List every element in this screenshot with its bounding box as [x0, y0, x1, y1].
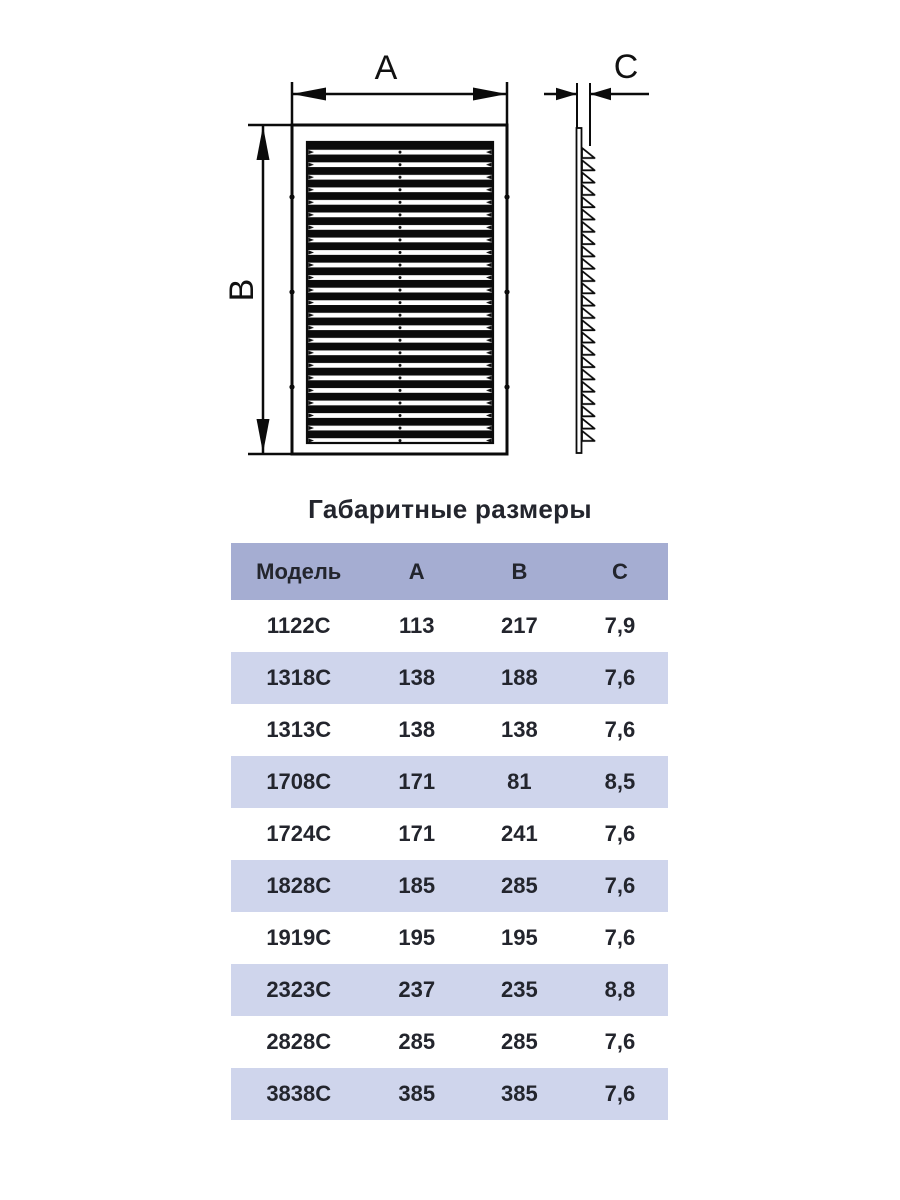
cell-b: 217: [501, 613, 538, 638]
cell-b: 385: [501, 1081, 538, 1106]
table-row: 1828C 185 285 7,6: [231, 860, 668, 912]
cell-a: 138: [398, 717, 436, 742]
cell-model: 1122C: [266, 613, 331, 638]
dimension-b-label: B: [223, 279, 261, 302]
cell-model: 1724C: [266, 821, 332, 846]
dimension-c-label: C: [614, 48, 639, 86]
mounting-mark: [289, 384, 295, 390]
table-row: 1122C 113 217 7,9: [231, 600, 668, 652]
dimension-c-arrowhead-left: [556, 87, 577, 101]
dimensions-table-container: Модель A B C 1122C 113 217 7,9 1318C 138…: [231, 543, 668, 1120]
cell-c: 8,5: [604, 769, 636, 794]
cell-c: 7,6: [604, 873, 636, 898]
cell-c: 8,8: [604, 977, 636, 1002]
cell-b: 81: [507, 769, 532, 794]
table-row: 1708C 171 81 8,5: [231, 756, 668, 808]
table-header-row: Модель A B C: [231, 543, 668, 600]
cell-a: 171: [398, 821, 436, 846]
cell-c: 7,6: [604, 925, 636, 950]
cell-b: 285: [501, 873, 538, 898]
dimension-c: C: [544, 48, 649, 146]
dimension-b-arrowhead-top: [256, 126, 270, 160]
dimension-a: A: [290, 49, 509, 125]
cell-model: 2323C: [266, 977, 332, 1002]
cell-model: 1708C: [266, 769, 332, 794]
cell-b: 188: [501, 665, 538, 690]
page-title: Габаритные размеры: [308, 494, 592, 524]
cell-c: 7,6: [604, 665, 636, 690]
frame-mounting-marks: [289, 194, 510, 390]
dimension-a-label: A: [375, 49, 398, 87]
dimension-a-arrowhead-left: [292, 87, 326, 101]
cell-b: 241: [501, 821, 538, 846]
cell-model: 1919C: [266, 925, 332, 950]
table-row: 3838C 385 385 7,6: [231, 1068, 668, 1120]
cell-a: 113: [398, 613, 435, 638]
cell-model: 2828C: [266, 1029, 332, 1054]
header-c: C: [571, 543, 668, 600]
cell-a: 237: [398, 977, 436, 1002]
dimension-b-arrowhead-bottom: [256, 419, 270, 453]
dimensions-table: Модель A B C 1122C 113 217 7,9 1318C 138…: [231, 543, 668, 1120]
cell-model: 1828C: [266, 873, 332, 898]
cell-model: 1318C: [266, 665, 332, 690]
cell-b: 138: [501, 717, 538, 742]
dimension-c-arrowhead-right: [590, 87, 611, 101]
cell-a: 138: [398, 665, 436, 690]
table-row: 2323C 237 235 8,8: [231, 964, 668, 1016]
grille-technical-drawing: A B C: [223, 48, 649, 456]
table-row: 2828C 285 285 7,6: [231, 1016, 668, 1068]
cell-model: 1313C: [266, 717, 332, 742]
header-model: Модель: [231, 543, 367, 600]
mounting-mark: [504, 289, 510, 295]
dimension-b: B: [223, 123, 292, 456]
grille-louver-panel: [305, 140, 495, 445]
side-louver-teeth: [581, 147, 597, 443]
table-row: 1919C 195 195 7,6: [231, 912, 668, 964]
cell-a: 385: [398, 1081, 436, 1106]
cell-c: 7,9: [604, 613, 636, 638]
header-b: B: [466, 543, 572, 600]
cell-a: 185: [398, 873, 436, 898]
cell-a: 285: [398, 1029, 436, 1054]
cell-a: 171: [398, 769, 436, 794]
mounting-mark: [504, 194, 510, 200]
mounting-mark: [289, 289, 295, 295]
cell-c: 7,6: [604, 821, 636, 846]
cell-c: 7,6: [604, 1081, 636, 1106]
mounting-mark: [504, 384, 510, 390]
cell-b: 285: [501, 1029, 538, 1054]
cell-c: 7,6: [604, 1029, 636, 1054]
table-row: 1313C 138 138 7,6: [231, 704, 668, 756]
side-plate: [575, 127, 583, 454]
cell-b: 195: [501, 925, 538, 950]
table-row: 1318C 138 188 7,6: [231, 652, 668, 704]
grille-front-view: [289, 123, 510, 456]
cell-b: 235: [501, 977, 538, 1002]
cell-c: 7,6: [604, 717, 636, 742]
mounting-mark: [289, 194, 295, 200]
grille-side-view: [575, 127, 597, 454]
dimension-a-arrowhead-right: [473, 87, 507, 101]
cell-a: 195: [398, 925, 436, 950]
header-a: A: [366, 543, 467, 600]
cell-model: 3838C: [266, 1081, 332, 1106]
table-row: 1724C 171 241 7,6: [231, 808, 668, 860]
